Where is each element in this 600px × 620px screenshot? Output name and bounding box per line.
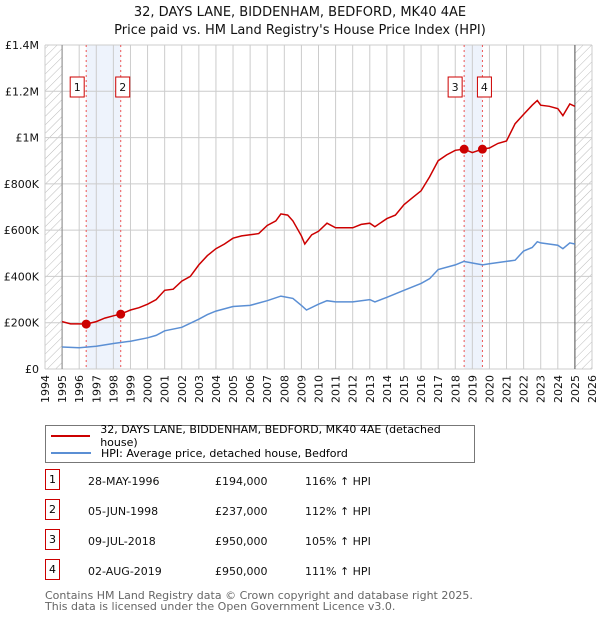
footer: Contains HM Land Registry data © Crown c… xyxy=(45,590,473,612)
no-data-hatch xyxy=(45,45,63,369)
x-tick-label: 1995 xyxy=(56,375,69,403)
sale-point xyxy=(116,309,126,319)
x-tick-label: 2000 xyxy=(142,375,155,403)
y-tick-label: £400K xyxy=(4,270,40,283)
x-tick-label: 1996 xyxy=(73,375,86,403)
x-tick-label: 2010 xyxy=(313,375,326,403)
sale-point xyxy=(477,144,487,154)
legend-item-hpi: HPI: Average price, detached house, Bedf… xyxy=(46,445,348,461)
sale-date: 05-JUN-1998 xyxy=(88,505,159,518)
sale-date: 28-MAY-1996 xyxy=(88,475,160,488)
sale-number-badge: 3 xyxy=(45,529,60,550)
legend: 32, DAYS LANE, BIDDENHAM, BEDFORD, MK40 … xyxy=(45,423,475,463)
x-tick-label: 2007 xyxy=(261,375,274,403)
sale-label: 1 xyxy=(74,81,81,94)
x-tick-label: 2009 xyxy=(295,375,308,403)
sale-label-box xyxy=(476,76,492,98)
x-tick-label: 2002 xyxy=(176,375,189,403)
sale-label: 2 xyxy=(119,81,126,94)
y-tick-label: £1.2M xyxy=(5,85,39,98)
sale-period-shading xyxy=(464,45,483,369)
x-tick-label: 2023 xyxy=(535,375,548,403)
x-tick-label: 2013 xyxy=(364,375,377,403)
x-tick-label: 2012 xyxy=(347,375,360,403)
chart-title: 32, DAYS LANE, BIDDENHAM, BEDFORD, MK40 … xyxy=(133,5,467,20)
sale-hpi-change: 105% ↑ HPI xyxy=(305,535,371,548)
x-tick-label: 1999 xyxy=(124,375,137,403)
sale-date: 02-AUG-2019 xyxy=(88,565,162,578)
x-tick-label: 2017 xyxy=(432,375,445,403)
y-tick-label: £800K xyxy=(4,178,40,191)
footer-line-2: This data is licensed under the Open Gov… xyxy=(45,600,396,613)
y-tick-label: £200K xyxy=(4,317,40,330)
legend-swatch-red xyxy=(51,435,91,437)
hpi-line xyxy=(62,240,576,349)
sale-number-badge: 2 xyxy=(45,499,60,520)
sale-label: 3 xyxy=(452,81,459,94)
x-tick-label: 2024 xyxy=(552,375,565,403)
sale-number-badge: 4 xyxy=(45,559,60,580)
legend-label: HPI: Average price, detached house, Bedf… xyxy=(101,446,348,460)
sale-price: £950,000 xyxy=(215,565,268,578)
x-tick-label: 2025 xyxy=(569,375,582,403)
sale-hpi-change: 111% ↑ HPI xyxy=(305,565,371,578)
sale-label-box xyxy=(447,76,463,98)
y-tick-label: £600K xyxy=(4,224,40,237)
sale-point xyxy=(459,144,469,154)
property-price-line xyxy=(61,99,576,325)
sale-number-badge: 1 xyxy=(45,469,60,490)
x-tick-label: 1994 xyxy=(39,375,52,403)
x-tick-label: 2016 xyxy=(415,375,428,403)
x-tick-label: 2019 xyxy=(466,375,479,403)
x-tick-label: 2003 xyxy=(193,375,206,403)
sale-point xyxy=(81,319,91,329)
x-tick-label: 2006 xyxy=(244,375,257,403)
x-tick-label: 2011 xyxy=(330,375,343,403)
x-tick-label: 2001 xyxy=(159,375,172,403)
chart-subtitle: Price paid vs. HM Land Registry's House … xyxy=(114,23,486,38)
x-tick-label: 2015 xyxy=(398,375,411,403)
x-tick-label: 2021 xyxy=(501,375,514,403)
x-tick-label: 2004 xyxy=(210,375,223,403)
y-tick-label: £1.4M xyxy=(5,39,39,52)
sale-hpi-change: 112% ↑ HPI xyxy=(305,505,371,518)
x-tick-label: 2026 xyxy=(586,375,599,403)
x-tick-label: 1997 xyxy=(90,375,103,403)
x-tick-label: 1998 xyxy=(107,375,120,403)
chart-plot: 1994 1995 1996 1997 1998 1999 2000 2001 2002 2003… xyxy=(4,39,599,403)
legend-label: 32, DAYS LANE, BIDDENHAM, BEDFORD, MK40 … xyxy=(100,423,441,449)
legend-item-property: 32, DAYS LANE, BIDDENHAM, BEDFORD, MK40 … xyxy=(46,423,474,449)
sale-hpi-change: 116% ↑ HPI xyxy=(305,475,371,488)
sale-label-box xyxy=(115,76,131,98)
footer-line-1: Contains HM Land Registry data © Crown c… xyxy=(45,589,473,602)
y-tick-label: £0 xyxy=(25,363,39,376)
sale-price: £194,000 xyxy=(215,475,268,488)
x-tick-label: 2022 xyxy=(518,375,531,403)
sale-label: 4 xyxy=(481,81,488,94)
x-tick-label: 2005 xyxy=(227,375,240,403)
sale-label-box xyxy=(69,76,85,98)
no-data-hatch xyxy=(574,45,592,369)
legend-swatch-blue xyxy=(51,452,91,454)
x-tick-label: 2014 xyxy=(381,375,394,403)
sale-price: £950,000 xyxy=(215,535,268,548)
sale-price: £237,000 xyxy=(215,505,268,518)
x-tick-label: 2018 xyxy=(449,375,462,403)
y-tick-label: £1M xyxy=(16,132,40,145)
x-tick-label: 2008 xyxy=(278,375,291,403)
sale-date: 09-JUL-2018 xyxy=(88,535,156,548)
x-tick-label: 2020 xyxy=(483,375,496,403)
